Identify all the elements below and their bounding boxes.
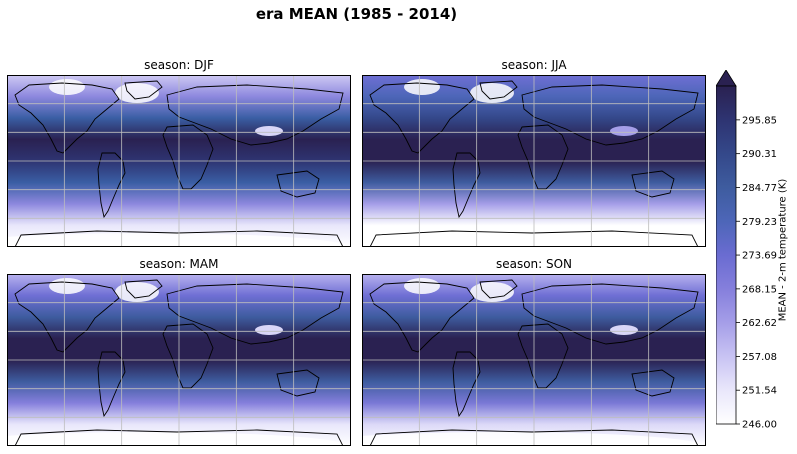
map-frame [7,274,351,446]
colorbar-tick-label: 257.08 [742,352,777,363]
figure-title: era MEAN (1985 - 2014) [255,5,458,23]
map-frame [7,75,351,247]
map-frame [362,274,706,446]
colorbar-label: MEAN - 2-m temperature (K) [777,178,789,322]
coastline [166,283,344,345]
ice-region [404,79,440,95]
coastline [124,80,163,100]
colorbar-tick-label: 290.31 [742,149,777,160]
colorbar-tick-label: 246.00 [742,420,777,431]
plateau-cold-patch [610,325,638,335]
coastline [517,124,569,190]
coastline [276,369,320,397]
map-frame [362,75,706,247]
coastline [369,281,475,353]
coastline [14,281,120,353]
coastline [521,283,699,345]
coastline [162,323,214,389]
map-canvas [362,75,706,247]
coastline [521,84,699,146]
coastline [276,170,320,198]
coastline [14,82,120,154]
colorbar-tick-label: 284.77 [742,183,777,194]
colorbar-tick-label: 251.54 [742,386,777,397]
ice-region [362,233,702,247]
coastline [124,279,163,299]
colorbar-gradient [716,85,737,425]
coastline [14,230,344,247]
panel-title-mam: season: MAM [139,257,219,271]
coastline [479,279,518,299]
coastline [14,429,344,446]
panel-title-djf: season: DJF [144,58,214,72]
map-panel-mam [7,274,351,446]
plateau-cold-patch [610,126,638,136]
plateau-cold-patch [255,325,283,335]
panel-title-son: season: SON [495,257,573,271]
map-panel-son [362,274,706,446]
colorbar-tick-label: 262.62 [742,318,777,329]
colorbar-tick-label: 268.15 [742,284,777,295]
colorbar-tick-label: 273.69 [742,251,777,262]
coastline [517,323,569,389]
plateau-cold-patch [255,126,283,136]
ice-region [404,278,440,294]
coastline [369,230,699,247]
map-canvas [7,75,351,247]
colorbar-extend-arrow [716,70,737,87]
ice-region [7,432,347,446]
colorbar-tick-label: 295.85 [742,115,777,126]
ice-region [362,432,702,446]
map-canvas [362,274,706,446]
coastline [631,170,675,198]
ice-region [7,233,347,247]
coastline [166,84,344,146]
coastline [631,369,675,397]
map-panel-djf [7,75,351,247]
ice-region [49,79,85,95]
ice-region [49,278,85,294]
coastline [162,124,214,190]
colorbar: 246.00 251.54 257.08 262.62 268.15 273.69 279.… [716,70,777,431]
coastline [369,429,699,446]
panel-title-jja: season: JJA [501,58,567,72]
colorbar-tick-label: 279.23 [742,217,777,228]
map-panel-jja [362,75,706,247]
coastline [369,82,475,154]
coastline [479,80,518,100]
map-canvas [7,274,351,446]
